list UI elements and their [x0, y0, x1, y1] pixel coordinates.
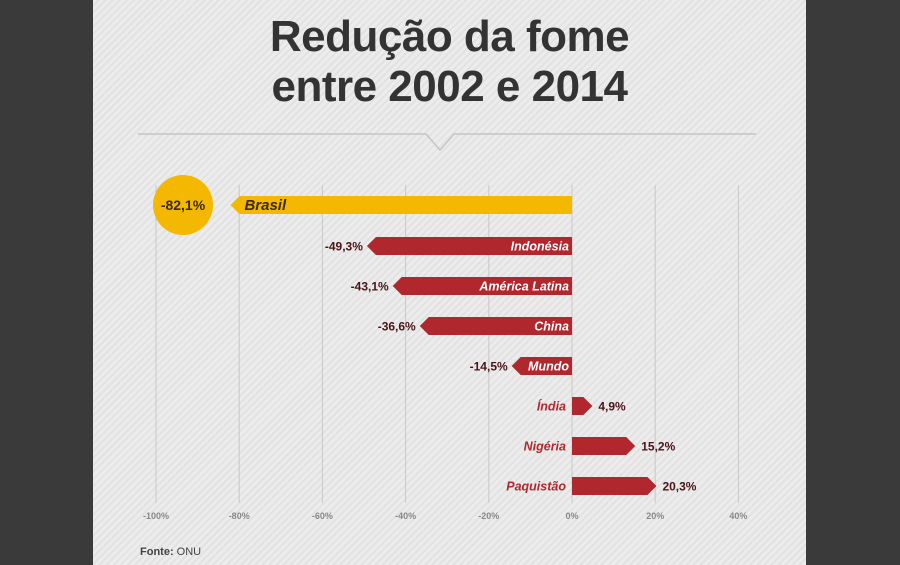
divider-group: [138, 133, 756, 152]
bar-4: [511, 357, 572, 375]
bar-1: [366, 237, 572, 255]
value-label: -49,3%: [325, 240, 363, 254]
bar-3: [419, 317, 572, 335]
source-value: ONU: [176, 546, 202, 558]
value-label: 15,2%: [641, 440, 675, 454]
category-label: Nigéria: [524, 440, 566, 454]
highlight-circle: [153, 175, 213, 235]
value-label: 20,3%: [662, 480, 696, 494]
category-label: Brasil: [244, 197, 287, 214]
source-label: Fonte:: [140, 546, 174, 558]
title-line-2: entre 2002 e 2014: [271, 62, 628, 111]
bars: Brasil -82,1% Indonésia -49,3% América Latin…: [153, 175, 697, 495]
title-divider: [138, 133, 756, 152]
x-tick-label: 0%: [565, 511, 578, 521]
bar-2: [392, 277, 572, 295]
x-tick-label: -60%: [312, 511, 333, 521]
chart-title: Redução da fome entre 2002 e 2014: [93, 12, 806, 112]
x-tick-label: -20%: [478, 511, 499, 521]
bar-5: [572, 397, 593, 415]
title-line-1: Redução da fome: [269, 12, 630, 61]
x-tick-label: 40%: [729, 511, 747, 521]
x-tick-label: -80%: [229, 511, 250, 521]
x-tick-label: -100%: [143, 511, 169, 521]
bar-6: [572, 437, 636, 455]
category-label: Mundo: [528, 360, 569, 374]
x-tick-label: -40%: [395, 511, 416, 521]
x-tick-label: 20%: [646, 511, 664, 521]
category-label: China: [534, 320, 569, 334]
category-label: Paquistão: [506, 480, 566, 494]
value-label: 4,9%: [598, 400, 626, 414]
gridlines: [155, 185, 739, 503]
value-label: -14,5%: [470, 360, 508, 374]
x-axis-ticks: -100% -80% -60% -40% -20% 0% 20% 40%: [143, 511, 747, 521]
bar-0: [230, 196, 573, 214]
bar-7: [572, 477, 657, 495]
value-label: -82,1%: [161, 197, 206, 213]
category-label: Indonésia: [511, 240, 569, 254]
category-label: Índia: [537, 399, 566, 414]
source-note: Fonte: ONU: [140, 546, 201, 558]
value-label: -43,1%: [351, 280, 389, 294]
value-label: -36,6%: [378, 320, 416, 334]
category-label: América Latina: [478, 280, 569, 294]
